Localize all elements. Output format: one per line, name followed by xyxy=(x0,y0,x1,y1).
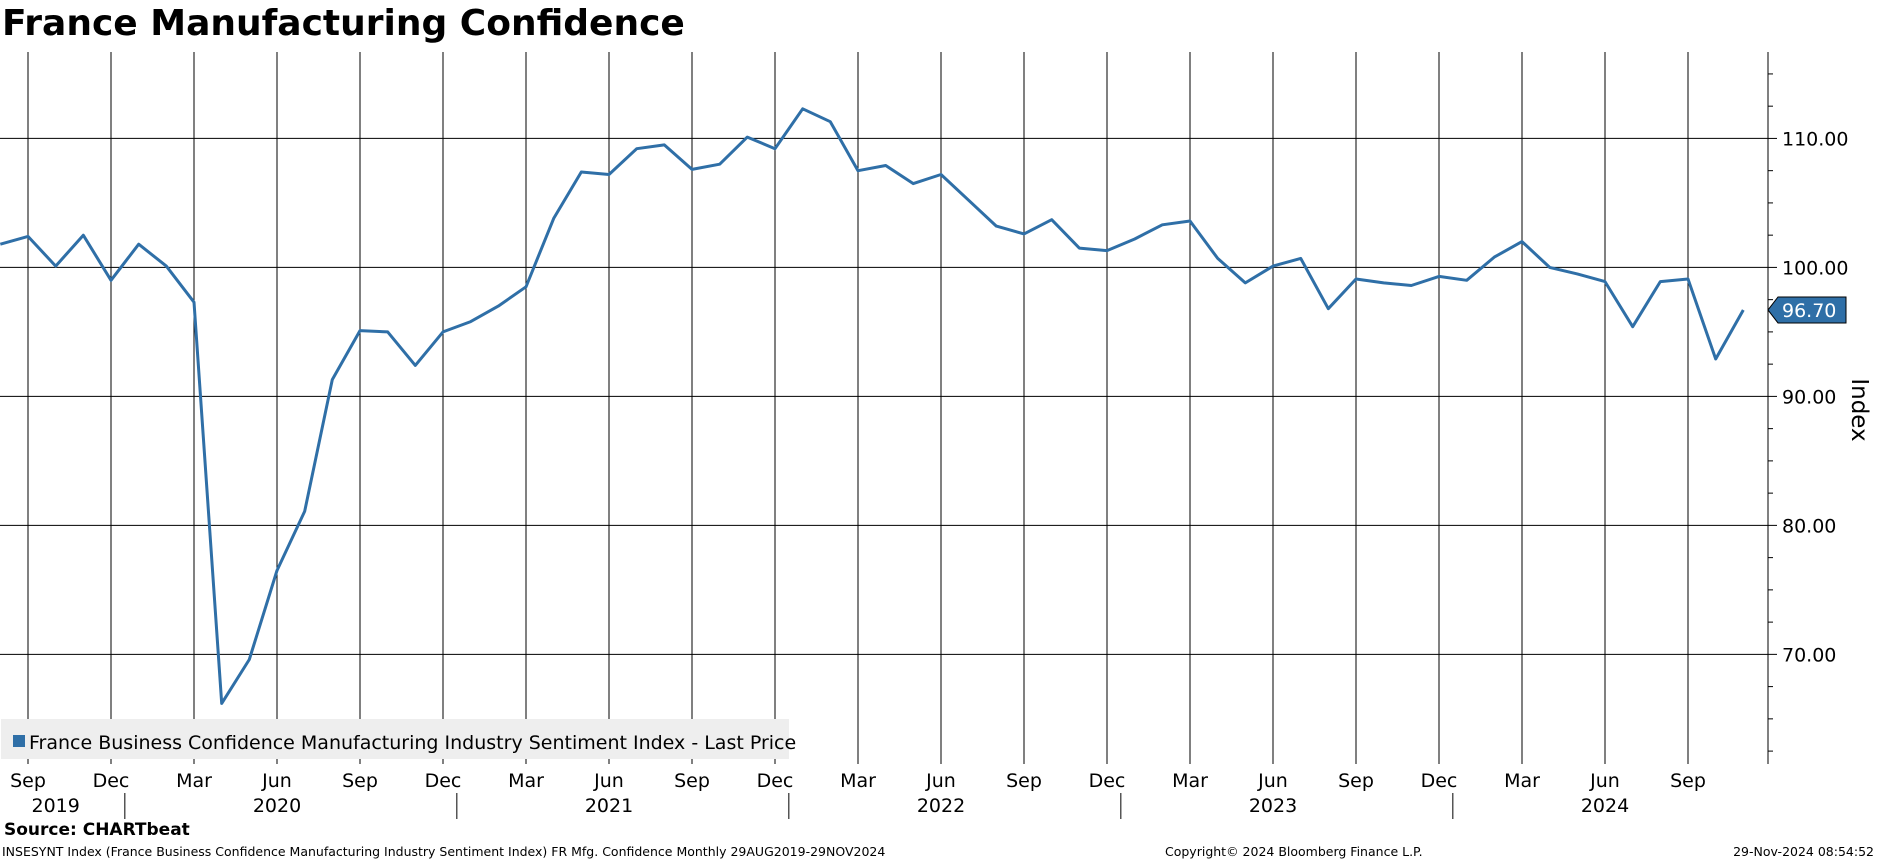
year-label: 2024 xyxy=(1581,795,1629,817)
year-label: 2020 xyxy=(253,795,301,817)
x-tick-label: Sep xyxy=(1670,770,1706,792)
legend-box xyxy=(1,719,789,759)
y-tick-label: 100.00 xyxy=(1782,257,1848,279)
x-tick-label: Sep xyxy=(674,770,710,792)
last-value-label: 96.70 xyxy=(1782,300,1836,322)
year-label: 2021 xyxy=(585,795,633,817)
x-tick-label: Jun xyxy=(1257,770,1288,792)
axis-layer: 70.00 80.00 90.00 100.00 110.00 Sep Dec Mar Jun S… xyxy=(10,52,1848,819)
x-tick-label: Dec xyxy=(425,770,462,792)
legend-layer: France Business Confidence Manufacturing… xyxy=(1,719,796,759)
x-tick-label: Sep xyxy=(10,770,46,792)
y-tick-label: 70.00 xyxy=(1782,644,1836,666)
x-tick-label: Sep xyxy=(342,770,378,792)
x-tick-label: Jun xyxy=(593,770,624,792)
grid-layer xyxy=(0,52,1768,764)
year-label: 2023 xyxy=(1249,795,1297,817)
year-label: 2019 xyxy=(31,795,79,817)
x-tick-label: Jun xyxy=(1589,770,1620,792)
last-value-tag xyxy=(1767,296,1847,324)
legend-swatch xyxy=(13,735,25,747)
x-tick-label: Jun xyxy=(261,770,292,792)
year-label: 2022 xyxy=(917,795,965,817)
x-tick-label: Dec xyxy=(93,770,130,792)
x-tick-label: Dec xyxy=(1089,770,1126,792)
label-layer: 96.70 xyxy=(1767,296,1847,324)
x-tick-label: Sep xyxy=(1006,770,1042,792)
x-tick-label: Dec xyxy=(757,770,794,792)
legend-entry: France Business Confidence Manufacturing… xyxy=(29,732,796,754)
x-tick-label: Dec xyxy=(1421,770,1458,792)
x-tick-label: Mar xyxy=(1504,770,1540,792)
x-tick-label: Mar xyxy=(176,770,212,792)
series-line xyxy=(0,107,1745,705)
footer-source: Source: CHARTbeat xyxy=(4,820,190,840)
y-axis-title: Index xyxy=(1846,378,1872,441)
series-layer xyxy=(0,107,1745,705)
x-tick-label: Mar xyxy=(508,770,544,792)
x-tick-label: Mar xyxy=(1172,770,1208,792)
footer-copyright: Copyright© 2024 Bloomberg Finance L.P. xyxy=(1165,844,1423,859)
x-tick-label: Sep xyxy=(1338,770,1374,792)
y-tick-label: 90.00 xyxy=(1782,386,1836,408)
x-tick-label: Jun xyxy=(925,770,956,792)
x-tick-label: Mar xyxy=(840,770,876,792)
chart-title: France Manufacturing Confidence xyxy=(2,3,685,44)
y-tick-label: 80.00 xyxy=(1782,515,1836,537)
footer-timestamp: 29-Nov-2024 08:54:52 xyxy=(1733,844,1874,859)
footer-description: INSESYNT Index (France Business Confiden… xyxy=(2,844,885,859)
y-tick-label: 110.00 xyxy=(1782,128,1848,150)
